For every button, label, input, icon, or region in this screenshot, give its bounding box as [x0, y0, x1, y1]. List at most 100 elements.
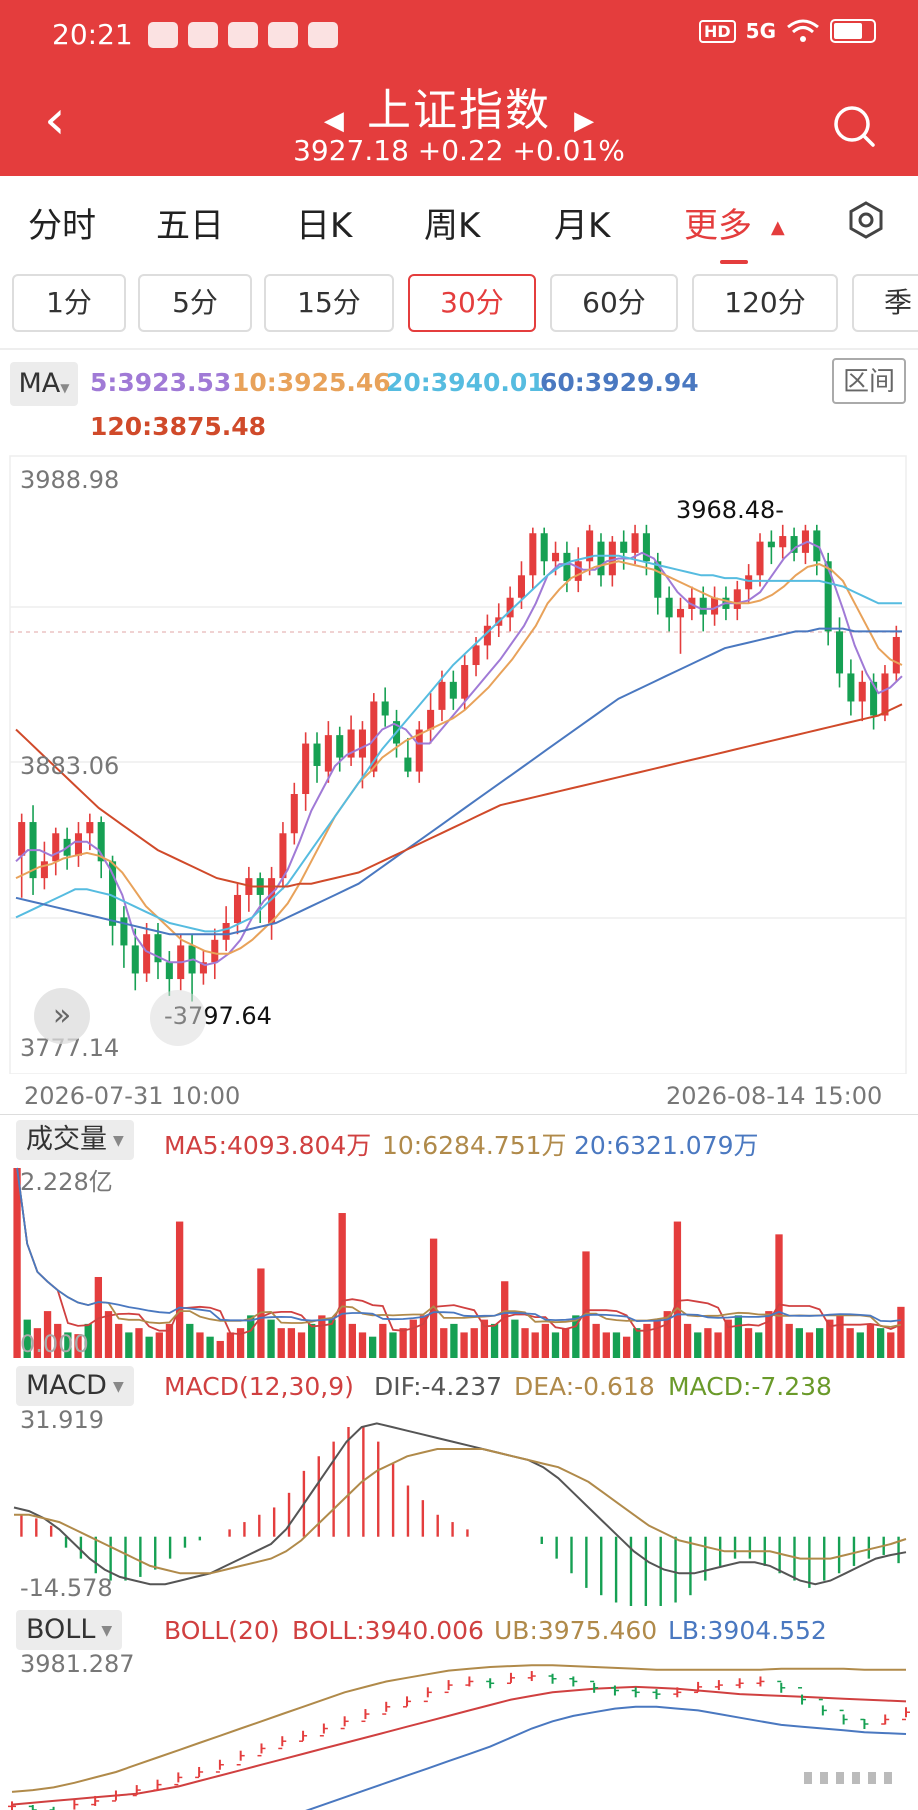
- tab-monthly-k[interactable]: 月K: [554, 206, 611, 246]
- back-arrow-icon[interactable]: ‹: [44, 88, 66, 151]
- tab-more-label: 更多: [684, 206, 752, 246]
- volume-bar: [826, 1319, 834, 1358]
- candle-body: [756, 541, 764, 576]
- candle-body: [120, 917, 128, 946]
- chart-tabs: 分时 五日 日K 周K 月K 更多 ▲: [0, 176, 918, 266]
- settings-hexagon-icon[interactable]: [846, 200, 886, 240]
- next-stock-icon[interactable]: ▶: [574, 105, 595, 136]
- notification-icons: [148, 22, 338, 48]
- boll-selector[interactable]: BOLL ▼: [16, 1610, 123, 1650]
- volume-bar: [318, 1315, 326, 1358]
- page-title: 上证指数: [367, 85, 551, 136]
- period-120min[interactable]: 120分: [692, 274, 838, 332]
- candle-body: [40, 861, 48, 879]
- ma120-value: 120:3875.48: [90, 412, 267, 441]
- volume-bar: [236, 1328, 245, 1358]
- volume-bar: [186, 1323, 194, 1358]
- period-15min[interactable]: 15分: [264, 274, 394, 332]
- candle-body: [790, 536, 798, 553]
- candle-body: [427, 709, 435, 730]
- volume-bar: [196, 1332, 204, 1358]
- candle-body: [608, 541, 616, 576]
- candle-body: [52, 833, 60, 862]
- volume-bar: [765, 1311, 773, 1358]
- candle-body: [676, 608, 685, 618]
- volume-bar: [409, 1319, 417, 1358]
- expand-icon[interactable]: »: [34, 988, 90, 1044]
- volume-bar: [206, 1336, 214, 1358]
- volume-selector[interactable]: 成交量 ▼: [16, 1120, 134, 1160]
- candlestick-chart[interactable]: [0, 452, 918, 1074]
- macd-axis-bottom: -14.578: [20, 1574, 113, 1602]
- candle-body: [654, 561, 662, 598]
- divider: [0, 348, 918, 350]
- candle-body: [597, 541, 605, 576]
- period-quarter[interactable]: 季: [852, 274, 918, 332]
- volume-bar: [358, 1332, 367, 1358]
- caret-down-icon: ▼: [112, 1378, 124, 1395]
- boll-params: BOLL(20): [164, 1616, 280, 1645]
- tab-weekly-k[interactable]: 周K: [424, 206, 481, 246]
- ma-line-ma20: [15, 554, 902, 933]
- volume-bar: [734, 1315, 743, 1358]
- volume-bar: [74, 1334, 82, 1358]
- search-icon[interactable]: [832, 104, 876, 148]
- macd-dif: DIF:-4.237: [374, 1372, 503, 1401]
- ma-selector[interactable]: MA▼: [10, 362, 78, 406]
- scroll-handle-icon[interactable]: [800, 1768, 904, 1788]
- signal-icon: 5G: [745, 19, 776, 43]
- tab-daily-k[interactable]: 日K: [296, 206, 353, 246]
- period-5min[interactable]: 5分: [138, 274, 252, 332]
- candle-body: [586, 530, 594, 562]
- range-button[interactable]: 区间: [832, 358, 906, 404]
- period-30min[interactable]: 30分: [408, 274, 536, 332]
- volume-bar: [287, 1328, 296, 1358]
- volume-bar: [663, 1311, 671, 1358]
- volume-bar: [694, 1332, 702, 1358]
- macd-value: MACD:-7.238: [668, 1372, 832, 1401]
- volume-bar: [328, 1319, 336, 1358]
- high-marker-value: 3968.48: [676, 496, 776, 524]
- candle-body: [574, 561, 582, 581]
- tab-intraday[interactable]: 分时: [28, 206, 96, 246]
- volume-bar: [724, 1319, 732, 1358]
- macd-selector[interactable]: MACD ▼: [16, 1366, 134, 1406]
- prev-stock-icon[interactable]: ◀: [323, 105, 344, 136]
- ma-selector-label: MA: [18, 368, 61, 399]
- candle-body: [540, 533, 548, 562]
- boll-lb-line: [305, 1705, 907, 1810]
- volume-bar: [612, 1332, 621, 1358]
- volume-bar: [348, 1323, 356, 1358]
- volume-bar: [460, 1332, 468, 1358]
- candle-body: [483, 625, 491, 646]
- volume-bar: [815, 1328, 824, 1358]
- volume-bar: [135, 1328, 143, 1358]
- candle-body: [563, 552, 571, 581]
- volume-bar: [541, 1323, 550, 1358]
- tab-more[interactable]: 更多 ▲: [684, 198, 785, 247]
- active-tab-indicator: [720, 260, 748, 264]
- candle-body: [824, 561, 832, 632]
- volume-bar: [562, 1328, 570, 1358]
- volume-bar: [511, 1319, 519, 1358]
- g-app-icon: [308, 22, 338, 48]
- volume-bar: [785, 1323, 793, 1358]
- candle-body: [165, 962, 173, 980]
- volume-bar: [572, 1315, 580, 1358]
- candle-body: [336, 735, 344, 758]
- period-60min[interactable]: 60分: [550, 274, 678, 332]
- volume-bar: [125, 1332, 133, 1358]
- volume-bar: [744, 1328, 753, 1358]
- boll-mid: BOLL:3940.006: [292, 1616, 484, 1645]
- volume-bar: [653, 1319, 661, 1358]
- volume-chart: [13, 1167, 905, 1358]
- candle-body: [552, 552, 560, 562]
- volume-bar: [64, 1332, 72, 1358]
- vol-ma20-line: [16, 1167, 902, 1323]
- vol-ma10-line: [16, 1167, 902, 1328]
- tab-five-day[interactable]: 五日: [156, 206, 224, 246]
- volume-axis-top: 2.228亿: [20, 1168, 113, 1196]
- period-1min[interactable]: 1分: [12, 274, 126, 332]
- volume-bar: [531, 1332, 539, 1358]
- candle-body: [358, 729, 366, 758]
